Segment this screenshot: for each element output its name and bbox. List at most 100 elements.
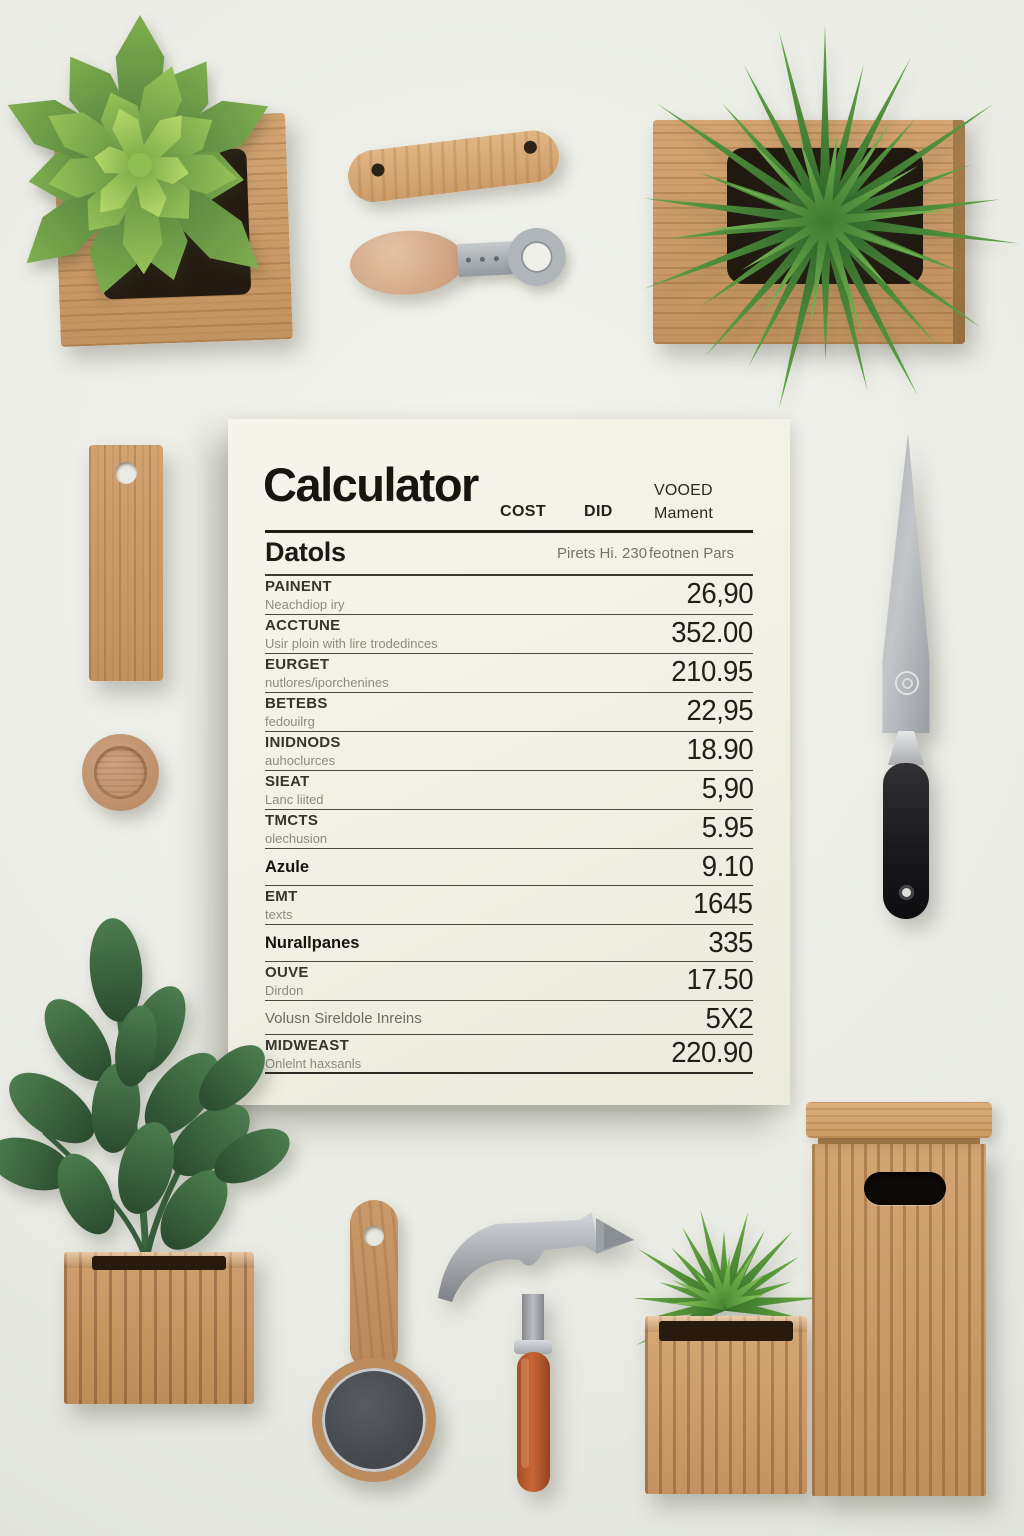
row-label: BETEBS (265, 695, 328, 712)
row-value: 22,95 (686, 695, 753, 727)
row-label: EURGET (265, 656, 330, 673)
leafy-plant (0, 918, 290, 1263)
pot-soil (659, 1321, 793, 1341)
table-row: Nurallpanes 335 (265, 925, 753, 962)
air-plant (635, 25, 1015, 412)
row-value: 352.00 (671, 617, 754, 649)
calculator-price-card: Calculator COST DID VOOED Mament Datols … (228, 419, 790, 1105)
knife-handle (883, 763, 929, 919)
mirror-face (312, 1358, 436, 1482)
row-sublabel: nutlores/iporchenines (265, 674, 389, 690)
table-row: SIEAT Lanc liited 5,90 (265, 771, 753, 810)
hand-mirror (312, 1200, 436, 1482)
row-sublabel: texts (265, 906, 293, 922)
tag-hole (115, 462, 137, 484)
storage-box-lip (818, 1136, 980, 1145)
succulent-center-bud (128, 153, 152, 177)
planter-bevel-edge (953, 120, 965, 344)
price-table: PAINENT Neachdiop iry 26,90 ACCTUNE Usir… (265, 576, 753, 1074)
leafy-plant-pot (64, 1252, 254, 1404)
page-title: Calculator (263, 458, 479, 511)
small-succulent-pot (645, 1316, 807, 1494)
row-sublabel: Neachdiop iry (265, 596, 345, 612)
storage-box-handle-cutout (864, 1172, 946, 1205)
bottle-opener (348, 214, 572, 309)
column-header-vooed: VOOED Mament (654, 482, 713, 523)
row-value: 17.50 (686, 964, 753, 996)
mirror-handle (350, 1200, 398, 1372)
knife (878, 433, 934, 919)
table-row: EURGET nutlores/iporchenines 210.95 (265, 654, 753, 693)
table-row: MIDWEAST Onlelnt haxsanls 220.90 (265, 1035, 753, 1074)
wooden-disc (82, 734, 159, 811)
table-row: PAINENT Neachdiop iry 26,90 (265, 576, 753, 615)
row-value: 5,90 (701, 773, 753, 805)
row-value: 210.95 (671, 656, 754, 688)
section-title: Datols (265, 537, 346, 567)
opener-metal-neck (457, 241, 515, 278)
hammer-head (438, 1212, 634, 1302)
disc-inner-ring (94, 746, 147, 799)
row-value: 18.90 (686, 734, 753, 766)
knife-blade (882, 433, 930, 733)
row-sublabel: Volusn Sireldole Inreins (265, 1010, 422, 1027)
subheader-right: feotnen Pars (649, 545, 735, 562)
row-value: 9.10 (701, 851, 753, 883)
storage-box-lid (806, 1102, 992, 1138)
row-value: 1645 (693, 888, 754, 920)
row-label: SIEAT (265, 773, 310, 790)
opener-ring (506, 226, 568, 288)
table-row: TMCTS olechusion 5.95 (265, 810, 753, 849)
row-label: PAINENT (265, 578, 332, 595)
row-sublabel: olechusion (265, 830, 328, 846)
hammer-handle (517, 1352, 550, 1492)
row-sublabel: Dirdon (265, 982, 304, 998)
row-label: INIDNODS (265, 734, 341, 751)
row-sublabel: fedouilrg (265, 713, 315, 729)
knife-handle-hole (899, 885, 914, 900)
air-plant-inner-spikes (635, 28, 1015, 412)
mirror-handle-hole (364, 1226, 384, 1246)
column-header-did: DID (584, 503, 613, 520)
header-rule (265, 530, 753, 533)
row-sublabel: auhoclurces (265, 752, 336, 768)
row-label: MIDWEAST (265, 1037, 350, 1054)
subheader-mid: Pirets Hi. 230 (557, 545, 648, 562)
row-value: 220.90 (671, 1037, 754, 1069)
row-value: 5X2 (705, 1003, 753, 1035)
hammer-collar (514, 1340, 552, 1354)
table-row: OUVE Dirdon 17.50 (265, 962, 753, 1001)
hammer (428, 1202, 638, 1492)
storage-box (806, 1102, 992, 1496)
table-row: INIDNODS auhoclurces 18.90 (265, 732, 753, 771)
opener-wood-handle (348, 227, 466, 298)
subheader-rule (265, 574, 753, 576)
row-label: Azule (265, 858, 310, 876)
rivet-dot (479, 256, 486, 262)
knife-logo-stamp (895, 671, 919, 695)
row-label: ACCTUNE (265, 617, 341, 634)
row-sublabel: Onlelnt haxsanls (265, 1055, 362, 1071)
storage-box-body (812, 1144, 986, 1496)
table-row: BETEBS fedouilrg 22,95 (265, 693, 753, 732)
table-row: Volusn Sireldole Inreins 5X2 (265, 1001, 753, 1035)
rivet-dot (465, 257, 472, 263)
row-value: 5.95 (701, 812, 753, 844)
row-label: OUVE (265, 964, 309, 981)
pot-soil (92, 1256, 226, 1270)
row-value: 335 (708, 927, 753, 959)
row-sublabel: Lanc liited (265, 791, 324, 807)
table-row: Azule 9.10 (265, 849, 753, 886)
row-label: TMCTS (265, 812, 319, 829)
row-label: EMT (265, 888, 298, 905)
knife-bolster (888, 731, 924, 765)
table-row: ACCTUNE Usir ploin with lire trodedinces… (265, 615, 753, 654)
row-label: Nurallpanes (265, 934, 360, 952)
wooden-tag (89, 445, 163, 681)
hammer-neck (522, 1294, 544, 1344)
table-row: EMT texts 1645 (265, 886, 753, 925)
column-header-cost: COST (500, 503, 547, 520)
rivet-dot (493, 255, 499, 262)
row-value: 26,90 (686, 578, 753, 610)
